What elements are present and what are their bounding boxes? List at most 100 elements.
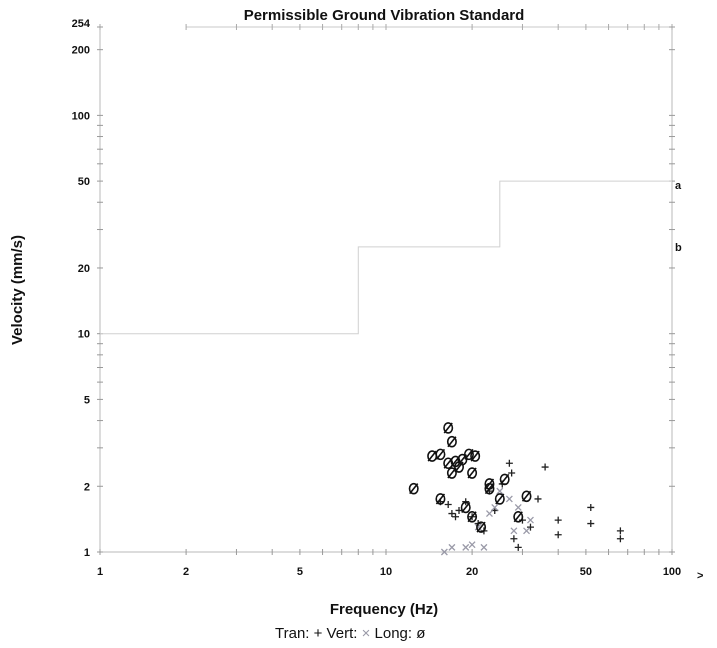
- long-point: [463, 448, 474, 461]
- long-point-slash: [464, 448, 474, 460]
- x-tick-label: 100: [663, 566, 681, 578]
- tran-point: [554, 531, 562, 539]
- tran-point: [508, 469, 516, 477]
- long-point-ring: [467, 467, 478, 479]
- long-point: [446, 435, 457, 448]
- long-point-ring: [443, 457, 454, 470]
- long-point-ring: [446, 435, 457, 448]
- long-point-ring: [476, 521, 487, 533]
- long-point-ring: [435, 493, 446, 505]
- vert-point: [468, 541, 476, 549]
- vert-point: [510, 527, 518, 535]
- y-tick-label: 254: [72, 18, 91, 30]
- long-point-slash: [447, 436, 457, 448]
- x-overflow-marker: >: [697, 570, 703, 582]
- vert-point: [527, 516, 534, 524]
- long-point-ring: [494, 493, 505, 505]
- legend-symbol: +: [314, 625, 323, 642]
- long-point: [499, 473, 510, 486]
- long-point: [460, 501, 471, 514]
- y-tick-label: 100: [72, 110, 90, 122]
- legend-symbol: ×: [362, 625, 371, 642]
- x-tick-label: 5: [297, 566, 303, 578]
- long-point-ring: [446, 467, 457, 479]
- long-point-ring: [463, 448, 474, 461]
- legend-label-long: Long:: [370, 625, 416, 642]
- y-tick-label: 10: [78, 329, 90, 341]
- tran-point: [510, 535, 518, 543]
- long-point: [435, 448, 446, 461]
- vert-point: [462, 543, 470, 551]
- tran-point: [541, 463, 549, 471]
- long-point: [484, 482, 495, 495]
- tran-point: [448, 510, 456, 518]
- long-point: [521, 490, 532, 503]
- tran-point: [587, 503, 595, 511]
- long-point-slash: [513, 511, 523, 523]
- vert-point: [448, 543, 456, 551]
- long-point-slash: [435, 448, 446, 460]
- vert-point: [496, 487, 504, 495]
- y-tick-label: 200: [72, 45, 90, 57]
- long-point-slash: [461, 501, 471, 513]
- long-point: [476, 521, 487, 533]
- minor-ticks: [97, 24, 675, 555]
- vert-point: [491, 503, 499, 511]
- plot-axes: [99, 26, 673, 553]
- tran-point: [444, 501, 452, 509]
- long-point-slash: [470, 450, 480, 462]
- x-tick-label: 1: [97, 566, 103, 578]
- long-point-slash: [435, 493, 446, 505]
- tran-point: [554, 516, 562, 524]
- y-tick-label: 5: [84, 394, 90, 406]
- long-point-ring: [470, 450, 481, 462]
- long-point: [443, 422, 454, 434]
- vert-point: [523, 527, 530, 535]
- long-point-slash: [476, 521, 486, 533]
- x-tick-label: 10: [380, 566, 392, 578]
- long-point-ring: [499, 473, 510, 486]
- long-point-slash: [443, 422, 453, 434]
- long-point-ring: [408, 482, 419, 495]
- long-point-ring: [513, 510, 524, 523]
- y-tick-label: 1: [84, 547, 90, 559]
- tick-labels: 1 2 5 10 20 50 100 1 2 5 10 20 50 100 200 254: [72, 18, 682, 578]
- long-point: [467, 510, 478, 523]
- long-point-ring: [467, 510, 478, 523]
- legend: Tran: + Vert: × Long: ø: [275, 625, 425, 642]
- long-point: [467, 467, 478, 479]
- long-point-slash: [467, 511, 477, 523]
- long-point-slash: [467, 467, 477, 479]
- long-point-ring: [457, 453, 468, 466]
- y-tick-label: 2: [84, 481, 90, 493]
- y-tick-label: 20: [78, 263, 90, 275]
- vert-point: [440, 548, 448, 556]
- legend-text: Tran: + Vert: × Long: ø: [275, 625, 425, 642]
- vert-point: [505, 495, 513, 503]
- y-axis-title: Velocity (mm/s): [9, 235, 26, 345]
- long-point: [513, 510, 524, 523]
- long-point-slash: [521, 490, 532, 502]
- tran-point: [616, 527, 624, 535]
- tran-point: [452, 513, 460, 521]
- x-tick-label: 20: [466, 566, 478, 578]
- long-point-ring: [460, 501, 471, 514]
- data-points: [408, 422, 624, 556]
- long-point: [408, 482, 419, 495]
- legend-label-vert: Vert:: [322, 625, 361, 642]
- vert-point: [514, 503, 522, 511]
- long-point: [470, 450, 481, 462]
- long-point: [446, 467, 457, 479]
- tran-point: [587, 520, 595, 528]
- long-point-ring: [435, 448, 446, 461]
- tran-point: [505, 459, 513, 467]
- long-point-ring: [521, 490, 532, 503]
- x-axis-title: Frequency (Hz): [330, 601, 438, 618]
- tran-point: [514, 543, 522, 551]
- long-point-slash: [500, 473, 510, 485]
- vert-point: [480, 543, 488, 551]
- standard-curve-line: [100, 180, 672, 335]
- reference-label-a: a: [675, 180, 682, 192]
- tran-point: [526, 523, 534, 531]
